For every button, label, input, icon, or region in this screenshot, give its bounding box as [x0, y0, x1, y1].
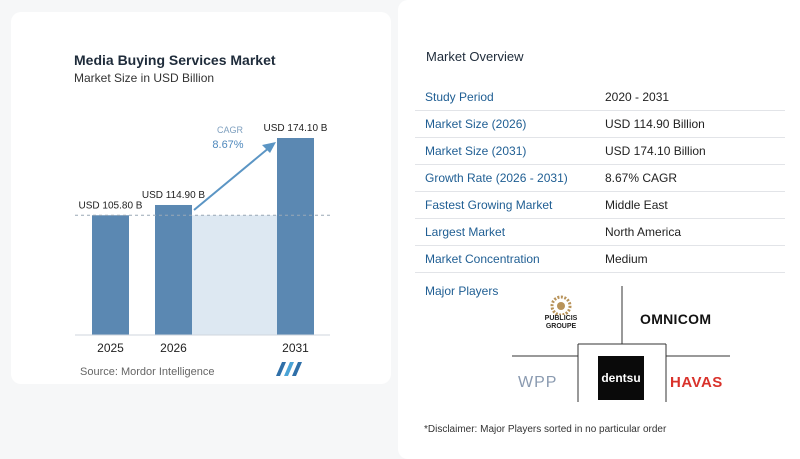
- overview-value: USD 114.90 Billion: [595, 110, 785, 138]
- publicis-lion-icon: [550, 295, 572, 315]
- omnicom-logo: OMNICOM: [640, 311, 712, 327]
- players-grid-lines: [512, 286, 730, 402]
- chart-subtitle: Market Size in USD Billion: [74, 71, 215, 85]
- overview-row: Market Size (2031) USD 174.10 Billion: [415, 137, 785, 165]
- major-players-title: Major Players: [425, 284, 499, 298]
- shaded-region: [192, 215, 277, 335]
- overview-row: Growth Rate (2026 - 2031) 8.67% CAGR: [415, 164, 785, 192]
- bar-chart: USD 105.80 B 2025 USD 114.90 B 2026 USD 174.…: [75, 123, 330, 355]
- overview-value: 2020 - 2031: [595, 84, 785, 111]
- overview-key: Market Concentration: [415, 245, 595, 273]
- overview-key: Growth Rate (2026 - 2031): [415, 164, 595, 192]
- overview-row: Market Concentration Medium: [415, 245, 785, 273]
- chart-title: Media Buying Services Market: [74, 52, 276, 68]
- overview-value: Medium: [595, 245, 785, 273]
- overview-row: Study Period 2020 - 2031: [415, 84, 785, 111]
- overview-title: Market Overview: [426, 49, 524, 64]
- overview-key: Market Size (2026): [415, 110, 595, 138]
- x-tick-label: 2026: [160, 341, 187, 355]
- overview-key: Market Size (2031): [415, 137, 595, 165]
- source-note: Source: Mordor Intelligence: [80, 366, 215, 378]
- mordor-intelligence-logo-icon: [276, 362, 302, 376]
- bar-2031: [277, 138, 314, 335]
- overview-row: Largest Market North America: [415, 218, 785, 246]
- overview-value: Middle East: [595, 191, 785, 219]
- x-tick-label: 2031: [282, 341, 309, 355]
- x-tick-label: 2025: [97, 341, 124, 355]
- cagr-label: CAGR: [217, 125, 244, 135]
- disclaimer: *Disclaimer: Major Players sorted in no …: [424, 424, 667, 435]
- overview-row: Fastest Growing Market Middle East: [415, 191, 785, 219]
- bar-2026: [155, 204, 192, 335]
- overview-value: USD 174.10 Billion: [595, 137, 785, 165]
- bar-value-label: USD 114.90 B: [142, 190, 206, 201]
- overview-key: Largest Market: [415, 218, 595, 246]
- overview-row: Market Size (2026) USD 114.90 Billion: [415, 110, 785, 138]
- overview-value: 8.67% CAGR: [595, 164, 785, 192]
- dentsu-logo-text: dentsu: [601, 371, 641, 385]
- publicis-logo: PUBLICIS GROUPE: [544, 315, 578, 330]
- overview-key: Fastest Growing Market: [415, 191, 595, 219]
- cagr-value: 8.67%: [212, 139, 243, 151]
- overview-value: North America: [595, 218, 785, 246]
- bar-value-label: USD 105.80 B: [79, 200, 143, 211]
- bar-2025: [92, 215, 129, 335]
- wpp-logo: WPP: [518, 374, 558, 391]
- bar-value-label: USD 174.10 B: [264, 123, 328, 134]
- dentsu-logo: dentsu: [598, 356, 644, 400]
- overview-key: Study Period: [415, 84, 595, 111]
- overview-table: Study Period 2020 - 2031 Market Size (2026…: [415, 84, 785, 273]
- cagr-arrow-line: [193, 146, 271, 211]
- havas-logo: HAVAS: [670, 374, 723, 391]
- cagr-arrow-head-icon: [262, 142, 276, 153]
